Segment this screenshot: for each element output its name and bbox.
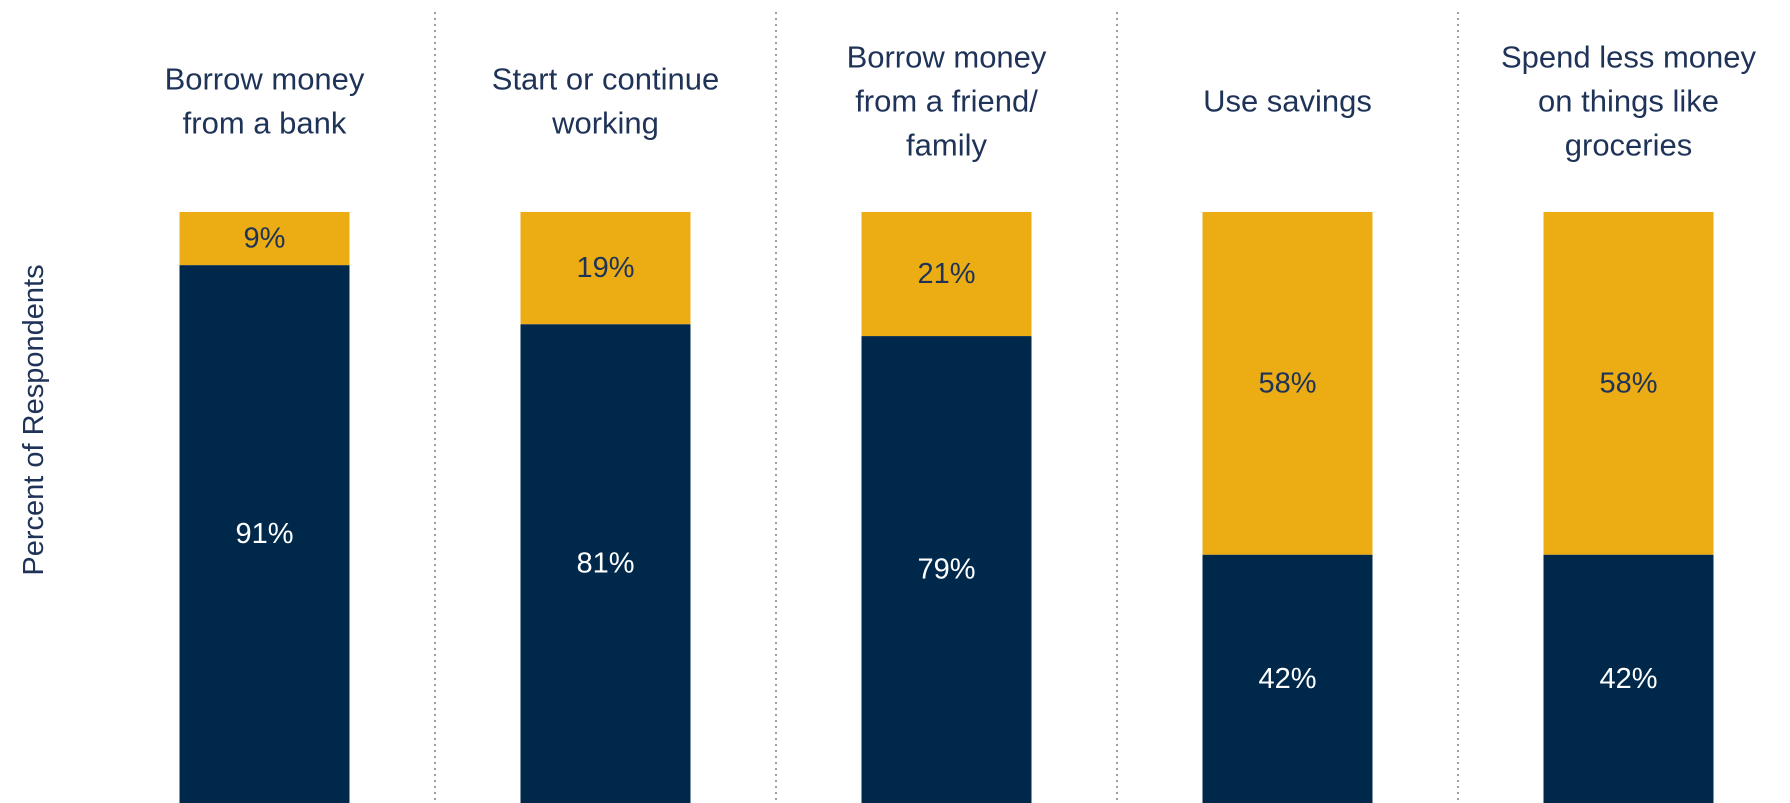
bar-segment-top [520,212,691,325]
data-label-top: 58% [1599,367,1657,399]
bar-segment-bottom [1543,554,1714,803]
category-label: Start or continue working [492,62,719,141]
data-label-bottom: 42% [1599,663,1657,695]
bars: 9% 91% 19% 81% 21% 79% 58% 42% 58% 42% [179,212,1714,803]
data-label-top: 21% [917,258,975,290]
bar-segment-top [1202,212,1373,555]
data-label-bottom: 81% [576,548,634,580]
category-labels: Borrow money from a bank Start or continue… [165,40,1757,163]
bar-segment-bottom [179,265,350,803]
bar-segment-bottom [861,336,1032,803]
data-label-bottom: 79% [917,554,975,586]
data-label-bottom: 42% [1258,663,1316,695]
category-label: Spend less money on things like groceries [1501,40,1757,163]
category-label: Use savings [1203,84,1372,119]
category-label: Borrow money from a bank [165,62,365,141]
data-label-top: 9% [244,223,286,255]
category-label: Borrow money from a friend/family [847,40,1047,163]
bar-segment-top [1543,212,1714,555]
bar-segment-top [179,212,350,266]
bar-segment-bottom [1202,554,1373,803]
y-axis-label: Percent of Respondents [18,264,50,575]
data-label-top: 58% [1258,367,1316,399]
bar-segment-top [861,212,1032,337]
data-label-top: 19% [576,252,634,284]
bar-segment-bottom [520,324,691,803]
data-label-bottom: 91% [235,518,293,550]
